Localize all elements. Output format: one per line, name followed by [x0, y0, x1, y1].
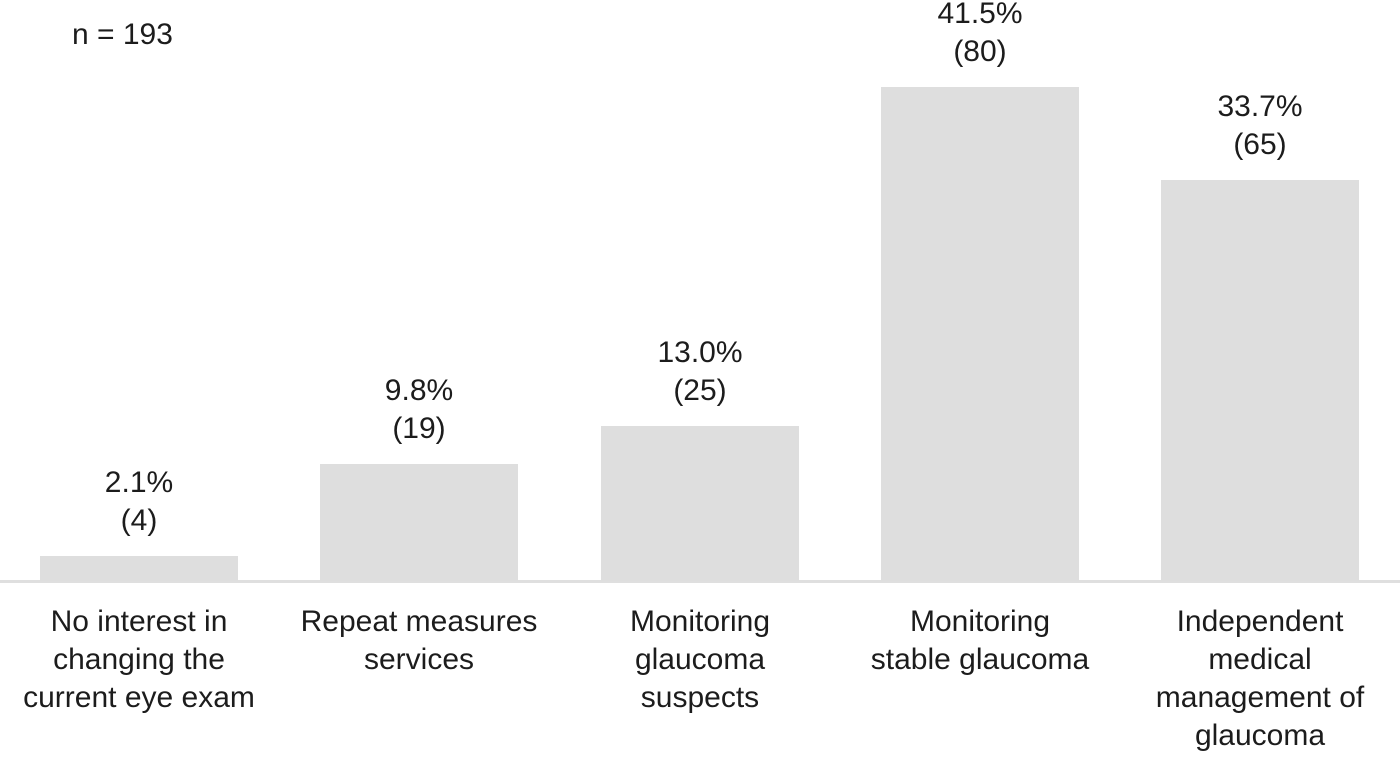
category-label-line: glaucoma: [1194, 719, 1326, 752]
value-label-line: (19): [392, 412, 446, 445]
category-label-line: Repeat measures: [300, 605, 538, 638]
value-label-line: 9.8%: [384, 374, 454, 407]
bar-value-label: 2.1% (4): [105, 464, 173, 540]
category-label: Independent medical management of glaucoma: [1110, 603, 1400, 755]
category-label-line: No interest in: [50, 605, 228, 638]
bar: [1161, 180, 1359, 581]
value-label-line: 13.0%: [657, 336, 743, 369]
bar: [881, 87, 1079, 581]
bar-value-label: 13.0% (25): [657, 334, 742, 410]
category-label-line: current eye exam: [23, 681, 255, 714]
bar: [601, 426, 799, 581]
category-label-line: management of: [1155, 681, 1365, 714]
category-label-line: glaucoma: [634, 643, 766, 676]
category-label: Monitoring stable glaucoma: [830, 603, 1130, 679]
category-label-line: medical: [1208, 643, 1312, 676]
sample-size-annotation: n = 193: [72, 18, 173, 51]
category-label-line: Independent: [1176, 605, 1344, 638]
value-label-line: 2.1%: [104, 466, 174, 499]
x-axis-line: [0, 580, 1400, 583]
bar: [320, 464, 518, 581]
value-label-line: (80): [953, 35, 1007, 68]
value-label-line: 41.5%: [937, 0, 1023, 30]
category-label-line: changing the: [53, 643, 225, 676]
category-label-line: Monitoring: [909, 605, 1051, 638]
category-label: Repeat measures services: [269, 603, 569, 679]
bar: [40, 556, 238, 581]
value-label-line: (65): [1233, 128, 1287, 161]
bar-value-label: 33.7% (65): [1217, 88, 1302, 164]
category-label-line: suspects: [640, 681, 760, 714]
category-label-line: services: [363, 643, 475, 676]
category-label-line: Monitoring: [629, 605, 771, 638]
category-label: No interest in changing the current eye ex…: [0, 603, 289, 717]
value-label-line: 33.7%: [1217, 90, 1303, 123]
value-label-line: (25): [673, 374, 727, 407]
bar-value-label: 41.5% (80): [937, 0, 1022, 71]
bar-value-label: 9.8% (19): [385, 372, 453, 448]
category-label-line: stable glaucoma: [870, 643, 1090, 676]
category-label: Monitoring glaucoma suspects: [550, 603, 850, 717]
value-label-line: (4): [120, 504, 158, 537]
